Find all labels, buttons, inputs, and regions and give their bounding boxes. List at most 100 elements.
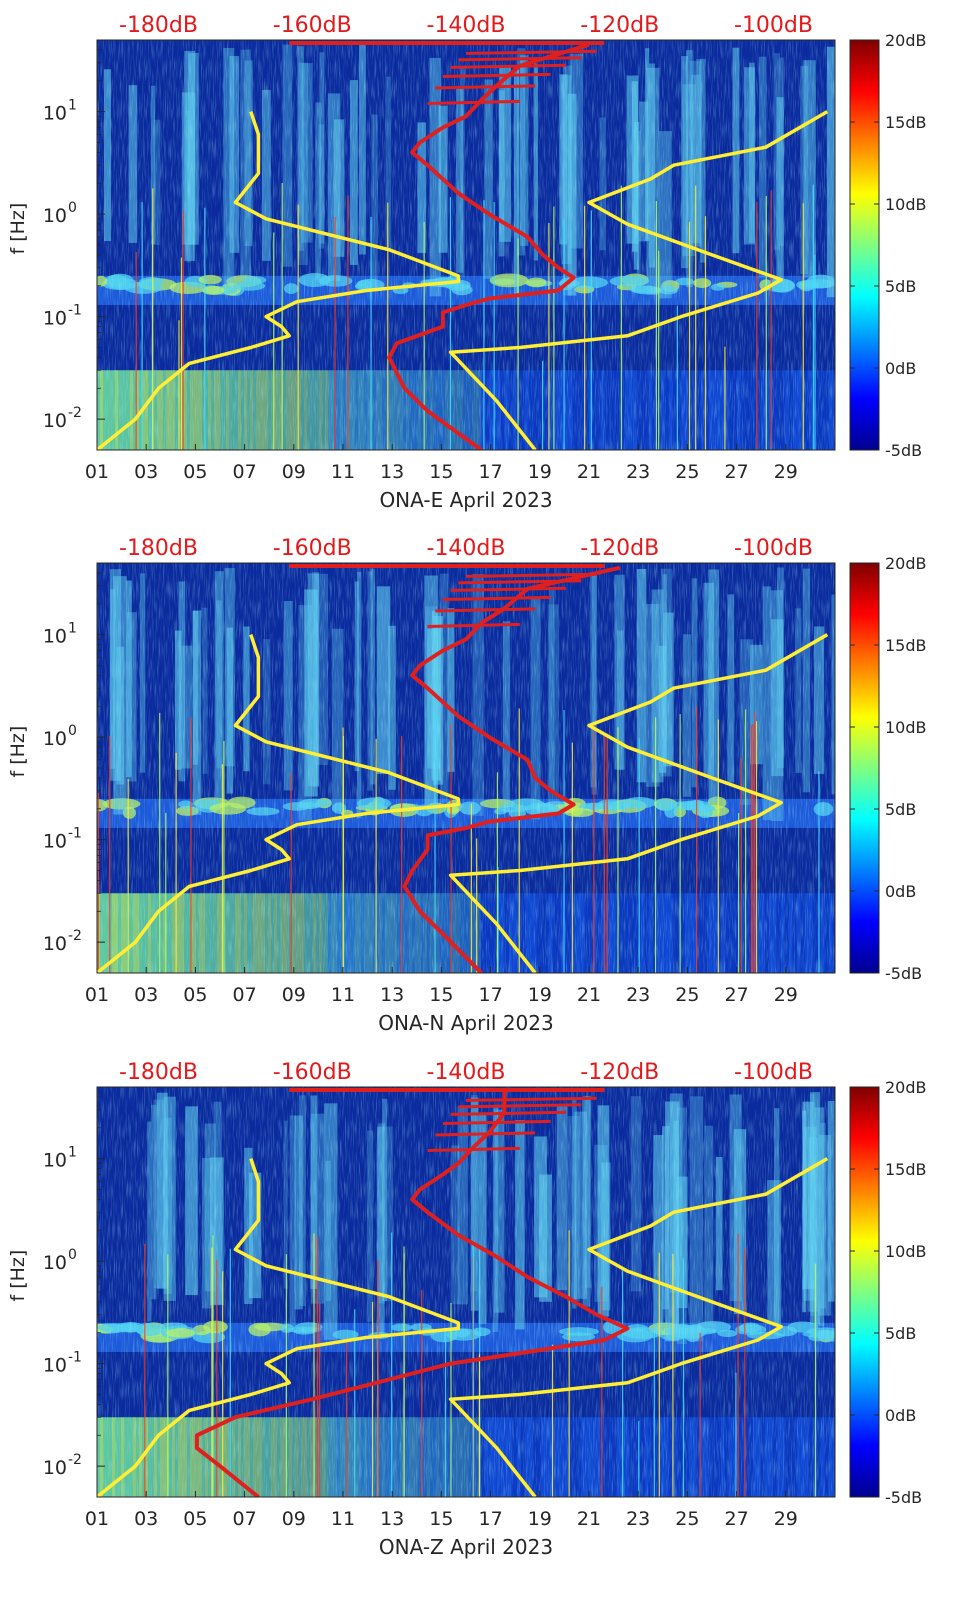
psd-fringe bbox=[458, 1103, 582, 1109]
y-tick-exponent: -1 bbox=[68, 1350, 82, 1366]
x-tick-label: 01 bbox=[85, 461, 109, 483]
psd-fringe bbox=[450, 1110, 566, 1116]
noise-model-curve-1 bbox=[97, 111, 461, 450]
y-tick-exponent: 0 bbox=[68, 723, 77, 739]
x-tick-label: 05 bbox=[183, 461, 207, 483]
x-axis-label: ONA-N April 2023 bbox=[378, 1011, 553, 1035]
noise-model-curve-1 bbox=[97, 634, 461, 973]
top-db-tick-label: -100dB bbox=[734, 13, 813, 38]
x-tick-label: 23 bbox=[626, 1508, 650, 1530]
y-axis-label: f [Hz] bbox=[7, 203, 29, 255]
psd-curve bbox=[402, 565, 621, 973]
y-tick-exponent: -1 bbox=[68, 826, 82, 842]
psd-fringe bbox=[442, 1119, 551, 1126]
psd-fringe bbox=[427, 99, 520, 106]
x-tick-label: 29 bbox=[774, 984, 798, 1006]
noise-model-curve-2 bbox=[448, 633, 829, 973]
x-tick-label: 15 bbox=[429, 1508, 453, 1530]
top-db-tick-label: -100dB bbox=[734, 1060, 813, 1085]
top-db-tick-label: -140dB bbox=[427, 13, 506, 38]
y-tick-label: 10 bbox=[43, 1457, 67, 1479]
colorbar bbox=[849, 1086, 880, 1498]
psd-fringe bbox=[442, 72, 551, 79]
spectrogram-image bbox=[97, 40, 835, 450]
x-tick-label: 11 bbox=[331, 461, 355, 483]
x-tick-label: 27 bbox=[725, 984, 749, 1006]
psd-fringe bbox=[435, 1131, 536, 1137]
top-db-tick-label: -180dB bbox=[119, 536, 198, 561]
x-tick-label: 05 bbox=[183, 1508, 207, 1530]
x-tick-label: 21 bbox=[577, 461, 601, 483]
colorbar bbox=[849, 562, 880, 974]
x-tick-label: 09 bbox=[282, 461, 306, 483]
y-tick-exponent: -2 bbox=[68, 1452, 82, 1468]
x-tick-label: 07 bbox=[233, 461, 257, 483]
colorbar-tick-label: -5dB bbox=[885, 1488, 922, 1507]
psd-fringe bbox=[465, 49, 597, 55]
colorbar-tick-label: 5dB bbox=[885, 277, 916, 296]
x-tick-label: 25 bbox=[675, 984, 699, 1006]
colorbar-tick-label: 5dB bbox=[885, 1324, 916, 1343]
x-tick-label: 01 bbox=[85, 1508, 109, 1530]
top-db-tick-label: -120dB bbox=[580, 13, 659, 38]
x-tick-label: 15 bbox=[429, 461, 453, 483]
psd-curve bbox=[387, 42, 590, 450]
x-tick-label: 27 bbox=[725, 1508, 749, 1530]
x-tick-label: 13 bbox=[380, 984, 404, 1006]
y-tick-label: 10 bbox=[43, 1355, 67, 1377]
y-tick-exponent: 1 bbox=[68, 1145, 77, 1161]
x-tick-label: 21 bbox=[577, 984, 601, 1006]
noise-model-curve-2 bbox=[448, 1157, 829, 1497]
x-tick-label: 09 bbox=[282, 1508, 306, 1530]
y-tick-exponent: -2 bbox=[68, 928, 82, 944]
top-db-tick-label: -140dB bbox=[427, 536, 506, 561]
top-db-tick-label: -100dB bbox=[734, 536, 813, 561]
psd-fringe bbox=[450, 63, 566, 69]
x-tick-label: 03 bbox=[134, 1508, 158, 1530]
x-tick-label: 25 bbox=[675, 1508, 699, 1530]
x-tick-label: 21 bbox=[577, 1508, 601, 1530]
colorbar-tick-label: 5dB bbox=[885, 800, 916, 819]
colorbar-tick-label: 10dB bbox=[885, 718, 927, 737]
x-tick-label: 03 bbox=[134, 461, 158, 483]
x-tick-label: 17 bbox=[479, 1508, 503, 1530]
y-tick-label: 10 bbox=[43, 1252, 67, 1274]
y-axis-label: f [Hz] bbox=[7, 1250, 29, 1302]
x-tick-label: 05 bbox=[183, 984, 207, 1006]
spectrogram-image bbox=[97, 563, 835, 973]
psd-fringe bbox=[427, 622, 520, 629]
y-tick-exponent: 1 bbox=[68, 621, 77, 637]
y-tick-label: 10 bbox=[43, 1150, 67, 1172]
y-tick-label: 10 bbox=[43, 103, 67, 125]
x-tick-label: 17 bbox=[479, 461, 503, 483]
colorbar bbox=[849, 39, 880, 451]
colorbar-tick-label: 0dB bbox=[885, 359, 916, 378]
y-tick-label: 10 bbox=[43, 205, 67, 227]
y-tick-exponent: -1 bbox=[68, 303, 82, 319]
x-tick-label: 17 bbox=[479, 984, 503, 1006]
psd-fringe bbox=[442, 595, 551, 602]
x-tick-label: 11 bbox=[331, 984, 355, 1006]
top-db-tick-label: -180dB bbox=[119, 13, 198, 38]
x-tick-label: 15 bbox=[429, 984, 453, 1006]
x-tick-label: 27 bbox=[725, 461, 749, 483]
y-tick-label: 10 bbox=[43, 728, 67, 750]
noise-model-curve-2 bbox=[448, 110, 829, 450]
x-tick-label: 09 bbox=[282, 984, 306, 1006]
psd-fringe bbox=[458, 56, 582, 62]
psd-fringe bbox=[427, 1146, 520, 1153]
x-tick-label: 07 bbox=[233, 1508, 257, 1530]
psd-fringe bbox=[435, 607, 536, 613]
y-axis-label: f [Hz] bbox=[7, 726, 29, 778]
y-tick-label: 10 bbox=[43, 626, 67, 648]
top-db-tick-label: -120dB bbox=[580, 536, 659, 561]
psd-curve bbox=[194, 1091, 630, 1497]
psd-fringe bbox=[458, 579, 582, 585]
spectrogram-image bbox=[97, 1087, 835, 1497]
colorbar-tick-label: 15dB bbox=[885, 113, 927, 132]
colorbar-tick-label: -5dB bbox=[885, 964, 922, 983]
y-tick-exponent: 0 bbox=[68, 200, 77, 216]
x-tick-label: 29 bbox=[774, 1508, 798, 1530]
